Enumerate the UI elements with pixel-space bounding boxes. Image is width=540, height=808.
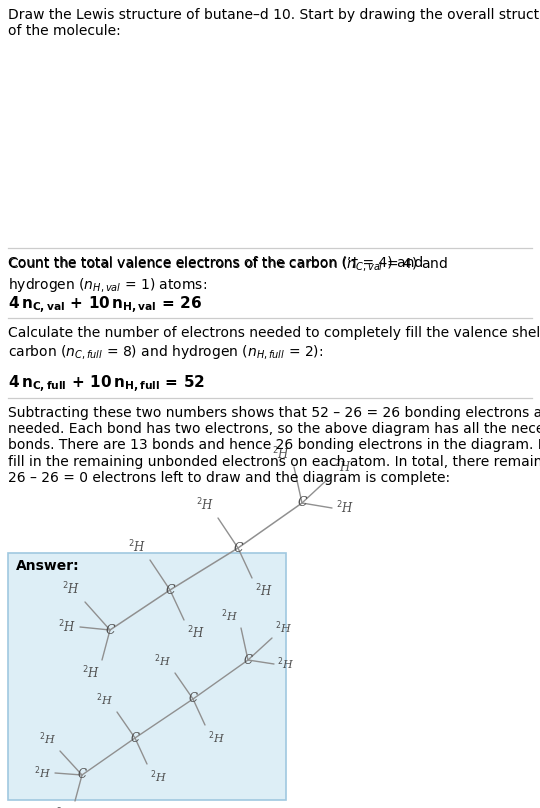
Text: $^2$H: $^2$H: [150, 768, 167, 785]
Text: C: C: [105, 624, 115, 637]
Text: Calculate the number of electrons needed to completely fill the valence shells f: Calculate the number of electrons needed…: [8, 326, 540, 360]
Text: C: C: [165, 583, 175, 596]
Text: $^2$H: $^2$H: [82, 665, 100, 682]
Text: C: C: [188, 692, 198, 705]
Text: $^2$H: $^2$H: [96, 692, 113, 708]
Text: $^2$H: $^2$H: [334, 458, 352, 475]
Text: $^2$H: $^2$H: [62, 580, 80, 597]
Text: C: C: [297, 496, 307, 510]
Text: Count the total valence electrons of the carbon (’† = 4) and: Count the total valence electrons of the…: [8, 255, 423, 269]
Text: Subtracting these two numbers shows that 52 – 26 = 26 bonding electrons are
need: Subtracting these two numbers shows that…: [8, 406, 540, 485]
Text: $^2$H: $^2$H: [277, 656, 294, 672]
Text: Answer:: Answer:: [16, 559, 79, 573]
Text: $^2$H: $^2$H: [58, 619, 76, 635]
Text: $^2$H: $^2$H: [39, 730, 56, 747]
Text: $^2$H: $^2$H: [221, 608, 238, 624]
Text: C: C: [244, 654, 253, 667]
Text: $^2$H: $^2$H: [56, 805, 73, 808]
Text: C: C: [131, 731, 139, 744]
Text: $^2$H: $^2$H: [187, 625, 205, 642]
Text: $^2$H: $^2$H: [208, 729, 225, 746]
Text: C: C: [78, 768, 86, 781]
Text: $^2$H: $^2$H: [196, 496, 214, 513]
Bar: [8, 553, 286, 800]
Text: Count the total valence electrons of the carbon ($n_{C,val}$ = 4) and
hydrogen (: Count the total valence electrons of the…: [8, 255, 448, 293]
Text: $^2$H: $^2$H: [154, 652, 171, 669]
Text: $^2$H: $^2$H: [272, 445, 290, 462]
Text: $^2$H: $^2$H: [34, 764, 51, 781]
Text: $^2$H: $^2$H: [255, 583, 273, 600]
Text: $^2$H: $^2$H: [336, 499, 354, 516]
Text: C: C: [233, 541, 243, 554]
Text: $\mathbf{4\,}$$\mathit{\mathbf{n}}$$_\mathbf{C,full}$$\mathbf{\,+\,10\,}$$\mathi: $\mathbf{4\,}$$\mathit{\mathbf{n}}$$_\ma…: [8, 374, 205, 395]
Text: $^2$H: $^2$H: [275, 620, 292, 636]
Text: Draw the Lewis structure of butane–d 10. Start by drawing the overall structure
: Draw the Lewis structure of butane–d 10.…: [8, 8, 540, 38]
Text: $^2$H: $^2$H: [128, 538, 146, 555]
Text: $\mathbf{4\,}$$\mathit{\mathbf{n}}$$_\mathbf{C,val}$$\mathbf{\,+\,10\,}$$\mathit: $\mathbf{4\,}$$\mathit{\mathbf{n}}$$_\ma…: [8, 295, 202, 316]
